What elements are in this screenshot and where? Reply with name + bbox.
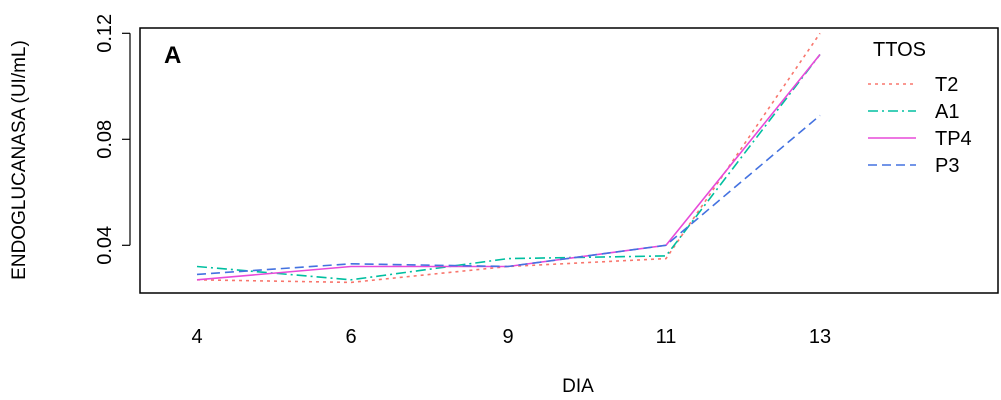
x-axis: 4 6 9 11 13: [191, 326, 831, 348]
series-line-t2: [196, 32, 821, 284]
plot-frame: [139, 27, 999, 294]
x-axis-title: DIA: [562, 376, 594, 397]
x-tick-label: 4: [191, 326, 202, 348]
series-line-tp4: [196, 53, 821, 281]
legend: TTOS T2 A1 TP4 P3: [868, 39, 972, 177]
x-tick-label: 9: [502, 326, 513, 348]
series-line-a1: [196, 54, 821, 281]
x-tick-label: 13: [809, 326, 831, 348]
y-tick-label: 0.08: [94, 120, 116, 159]
series-layer: [196, 32, 821, 284]
legend-label-p3: P3: [935, 155, 959, 177]
series-line-p3: [196, 114, 821, 276]
legend-label-t2: T2: [935, 74, 958, 96]
x-tick-label: 11: [656, 326, 677, 348]
legend-label-a1: A1: [935, 101, 959, 123]
y-axis-title: ENDOGLUCANASA (UI/mL): [9, 40, 30, 280]
y-axis: 0.04 0.08 0.12: [94, 14, 131, 265]
legend-title: TTOS: [873, 39, 926, 61]
panel-label: A: [164, 42, 181, 69]
legend-label-tp4: TP4: [935, 128, 972, 150]
y-tick-label: 0.12: [94, 14, 116, 53]
y-tick-label: 0.04: [94, 226, 116, 265]
x-tick-label: 6: [345, 326, 356, 348]
